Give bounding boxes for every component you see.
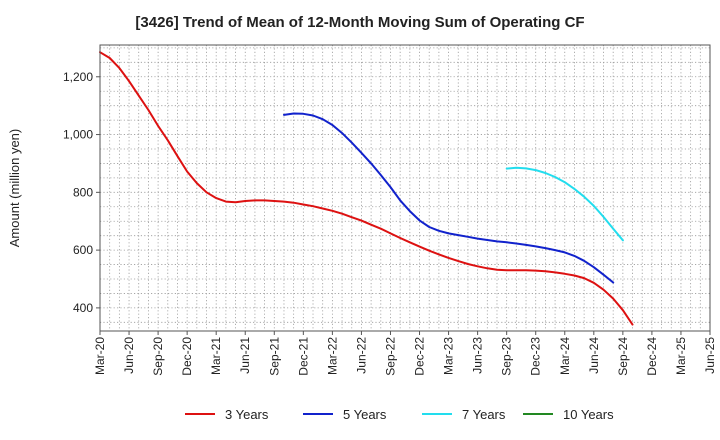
x-tick-label: Mar-23 <box>442 337 456 375</box>
legend-label-5-years: 5 Years <box>343 407 387 422</box>
x-tick-label: Dec-20 <box>180 337 194 376</box>
x-tick-label: Mar-20 <box>93 337 107 375</box>
y-axis-ticks: 400 600 800 1,000 1,200 <box>63 70 100 315</box>
y-tick-label: 1,200 <box>63 70 93 84</box>
x-tick-label: Mar-21 <box>209 337 223 375</box>
x-tick-label: Mar-22 <box>325 337 339 375</box>
x-tick-label: Sep-21 <box>267 337 281 376</box>
x-tick-label: Jun-20 <box>122 337 136 374</box>
series-line-7-years <box>505 166 624 242</box>
x-tick-label: Mar-24 <box>558 337 572 375</box>
chart-title: [3426] Trend of Mean of 12-Month Moving … <box>135 14 585 31</box>
series-line-3-years <box>99 51 634 326</box>
y-tick-label: 800 <box>73 185 93 199</box>
x-tick-label: Sep-23 <box>500 337 514 376</box>
x-axis-ticks: Mar-20 Jun-20 Sep-20 Dec-20 Mar-21 Jun-21 Sep-… <box>93 331 717 376</box>
legend: 3 Years 5 Years 7 Years 10 Years <box>185 407 614 422</box>
x-tick-label: Jun-22 <box>354 337 368 374</box>
y-tick-label: 400 <box>73 301 93 315</box>
x-tick-label: Dec-22 <box>413 337 427 376</box>
series-line-5-years <box>283 112 615 284</box>
x-tick-label: Dec-21 <box>296 337 310 376</box>
x-tick-label: Jun-21 <box>238 337 252 374</box>
legend-label-3-years: 3 Years <box>225 407 269 422</box>
x-tick-label: Jun-25 <box>703 337 717 374</box>
x-tick-label: Sep-24 <box>616 337 630 376</box>
legend-label-7-years: 7 Years <box>462 407 506 422</box>
series-lines <box>99 51 634 326</box>
y-tick-label: 600 <box>73 243 93 257</box>
gridlines <box>100 45 710 331</box>
x-tick-label: Dec-24 <box>645 337 659 376</box>
y-tick-label: 1,000 <box>63 128 93 142</box>
y-axis-label: Amount (million yen) <box>7 129 22 248</box>
x-tick-label: Sep-22 <box>383 337 397 376</box>
x-tick-label: Mar-25 <box>674 337 688 375</box>
plot-frame <box>99 44 711 332</box>
x-tick-label: Jun-23 <box>471 337 485 374</box>
legend-label-10-years: 10 Years <box>563 407 614 422</box>
x-tick-label: Jun-24 <box>587 337 601 374</box>
x-tick-label: Sep-20 <box>151 337 165 376</box>
x-tick-label: Dec-23 <box>529 337 543 376</box>
